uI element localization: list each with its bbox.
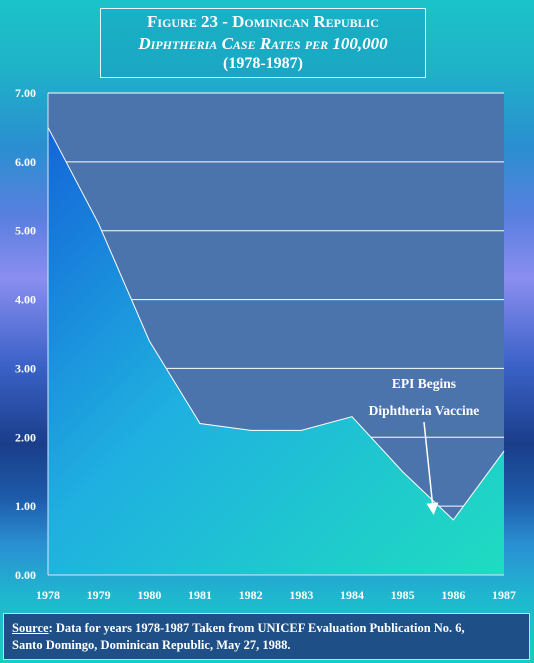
annotation-arrow bbox=[423, 421, 439, 515]
x-tick-label: 1981 bbox=[188, 588, 212, 602]
y-tick-label: 6.00 bbox=[15, 155, 36, 169]
x-tick-label: 1985 bbox=[391, 588, 415, 602]
area-series-outline bbox=[47, 127, 505, 521]
x-tick-label: 1982 bbox=[239, 588, 263, 602]
area-series bbox=[48, 127, 504, 575]
annotation: EPI Begins Diphtheria Vaccine bbox=[369, 376, 480, 515]
y-tick-label: 7.00 bbox=[15, 86, 36, 100]
y-tick-label: 1.00 bbox=[15, 499, 36, 513]
y-tick-label: 3.00 bbox=[15, 361, 36, 375]
annotation-line1: EPI Begins bbox=[392, 376, 456, 391]
x-tick-label: 1984 bbox=[340, 588, 364, 602]
chart-title-line1: Figure 23 - Dominican Republic bbox=[147, 12, 379, 31]
x-tick-label: 1980 bbox=[137, 588, 161, 602]
y-tick-labels: 0.00 1.00 2.00 3.00 4.00 5.00 6.00 7.00 bbox=[15, 86, 36, 582]
chart-title-line2: Diphtheria Case Rates per 100,000 bbox=[138, 34, 388, 53]
chart-title-box: Figure 23 - Dominican Republic Diphtheri… bbox=[100, 8, 426, 78]
source-line1: Source: Data for years 1978-1987 Taken f… bbox=[12, 620, 529, 637]
x-tick-label: 1986 bbox=[441, 588, 465, 602]
source-line2: Santo Domingo, Dominican Republic, May 2… bbox=[12, 638, 291, 652]
x-tick-label: 1978 bbox=[36, 588, 60, 602]
y-tick-label: 4.00 bbox=[15, 293, 36, 307]
source-note: Source: Data for years 1978-1987 Taken f… bbox=[3, 613, 530, 660]
chart-title-line3: (1978-1987) bbox=[223, 55, 303, 72]
x-tick-labels: 1978 1979 1980 1981 1982 1983 1984 1985 1986 1987 bbox=[36, 588, 516, 602]
y-tick-label: 0.00 bbox=[15, 568, 36, 582]
x-tick-label: 1987 bbox=[492, 588, 516, 602]
x-tick-label: 1983 bbox=[289, 588, 313, 602]
x-tick-label: 1979 bbox=[87, 588, 111, 602]
source-label: Source bbox=[12, 621, 49, 635]
y-tick-label: 2.00 bbox=[15, 430, 36, 444]
annotation-line2: Diphtheria Vaccine bbox=[369, 403, 480, 418]
source-text-1: : Data for years 1978-1987 Taken from UN… bbox=[48, 621, 465, 635]
y-tick-label: 5.00 bbox=[15, 224, 36, 238]
